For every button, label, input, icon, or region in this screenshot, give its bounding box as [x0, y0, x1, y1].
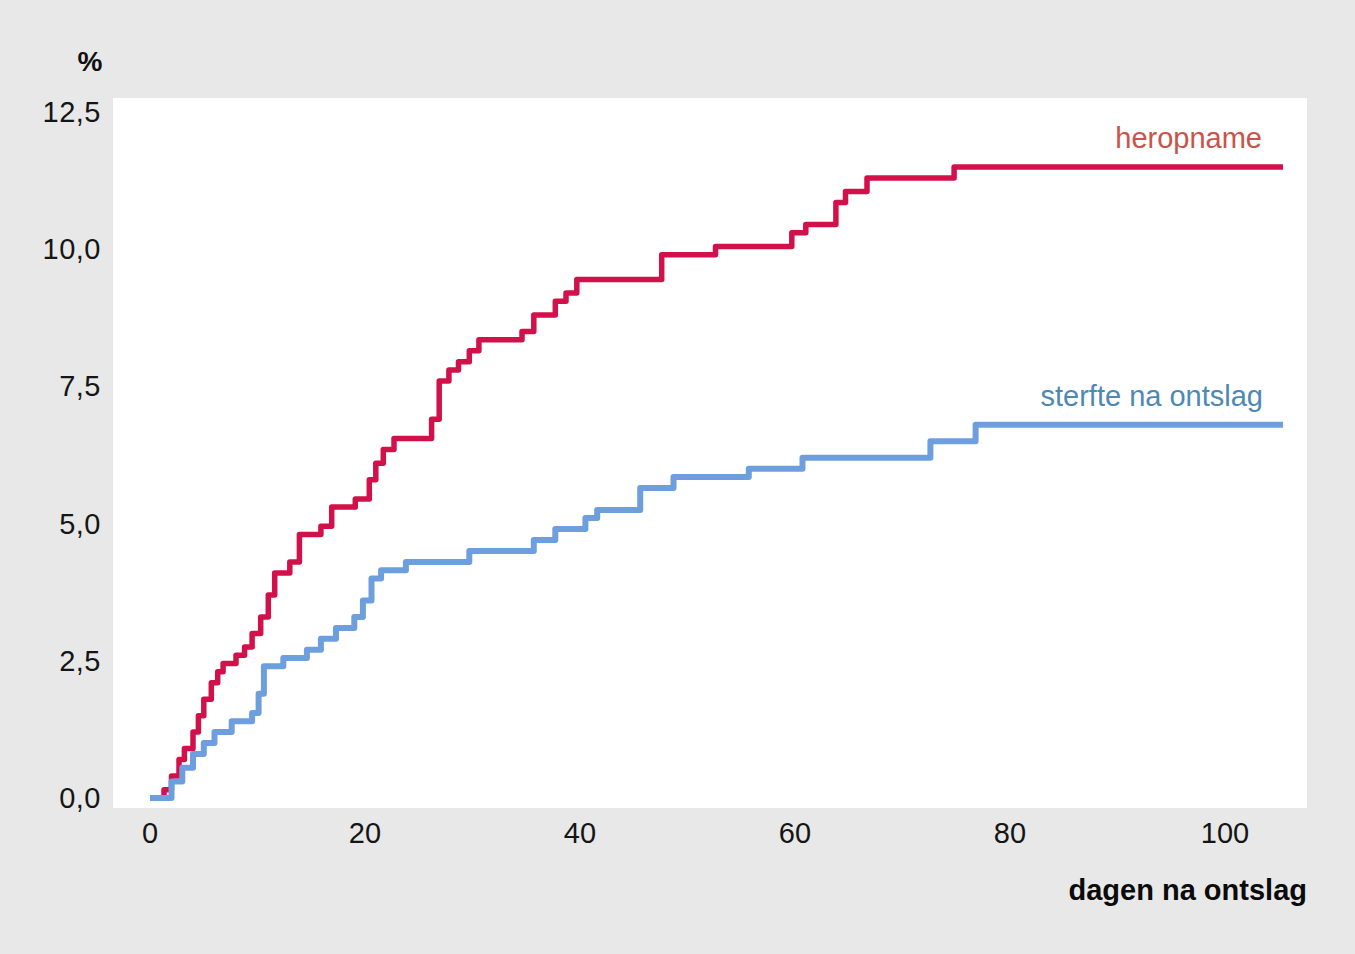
y-tick-7-5: 7,5 — [0, 369, 101, 403]
series-label-sterfte-na-ontslag: sterfte na ontslag — [1041, 380, 1263, 413]
y-axis-title: % — [70, 46, 110, 78]
plot-area — [113, 98, 1307, 808]
y-tick-2-5: 2,5 — [0, 644, 101, 678]
x-tick-100: 100 — [1165, 817, 1285, 850]
chart-canvas: % 12,5 10,0 7,5 5,0 2,5 0,0 0 20 40 60 8… — [0, 0, 1355, 954]
y-tick-5-0: 5,0 — [0, 507, 101, 541]
x-tick-20: 20 — [305, 817, 425, 850]
x-tick-40: 40 — [520, 817, 640, 850]
x-tick-80: 80 — [950, 817, 1070, 850]
x-tick-60: 60 — [735, 817, 855, 850]
series-label-heropname: heropname — [1115, 122, 1262, 155]
y-tick-10-0: 10,0 — [0, 232, 101, 266]
x-tick-0: 0 — [90, 817, 210, 850]
y-tick-12-5: 12,5 — [0, 95, 101, 129]
y-tick-0-0: 0,0 — [0, 781, 101, 815]
x-axis-title: dagen na ontslag — [1069, 874, 1307, 907]
